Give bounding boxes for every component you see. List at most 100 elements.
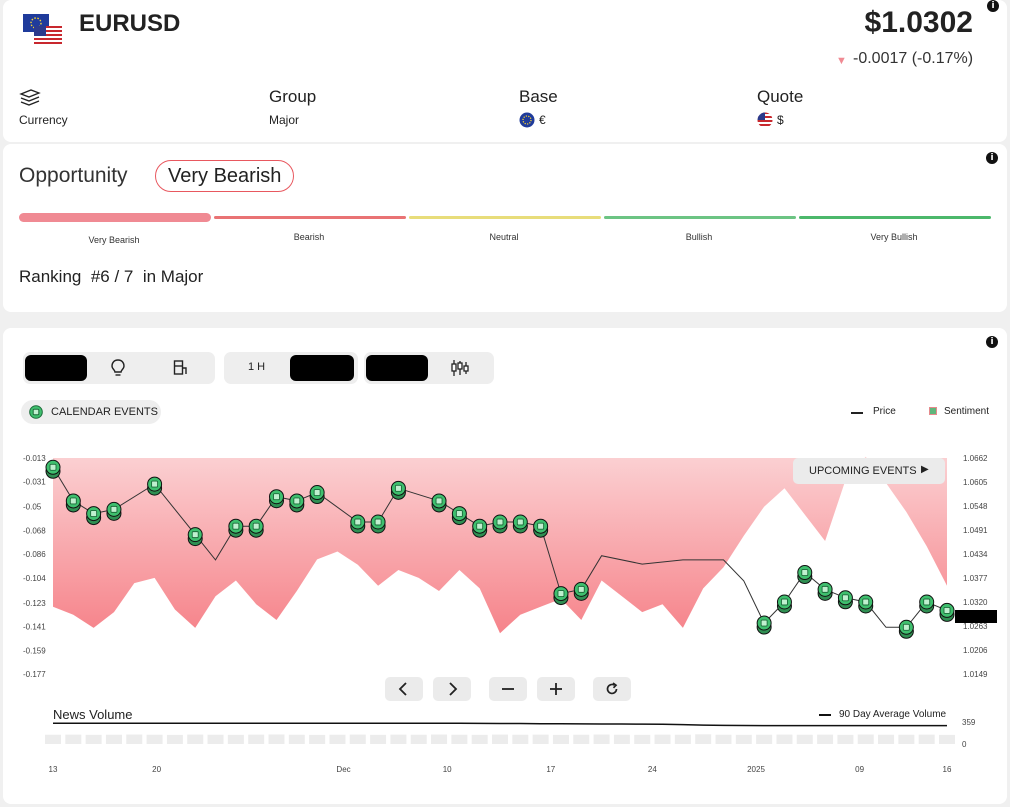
left-axis-tick: -0.123 [23,599,46,608]
scale-bar-0 [19,213,211,222]
hidden-timeframe-button[interactable] [290,355,354,381]
calendar-event-marker[interactable] [309,485,325,505]
group-title: Group [269,87,317,106]
pan-left-button[interactable] [385,677,423,701]
x-axis-tick: 2025 [747,765,765,774]
calendar-events-toggle[interactable]: CALENDAR EVENTS [21,400,161,424]
news-volume-bar [857,734,874,744]
news-volume-bar [268,734,285,744]
hidden-chart-button[interactable] [366,355,428,381]
chevron-right-icon [449,682,458,696]
calendar-event-marker[interactable] [939,602,955,622]
calendar-event-marker[interactable] [573,581,589,601]
left-axis-tick: -0.05 [23,503,42,512]
calendar-event-marker[interactable] [289,493,305,513]
group-value: Major [269,113,300,127]
news-volume-bar [654,734,671,744]
calendar-event-marker[interactable] [451,506,467,526]
calendar-event-marker[interactable] [756,615,772,635]
pan-right-button[interactable] [433,677,471,701]
news-volume-bar [370,734,387,744]
ranking-value: #6 / 7 [90,267,134,286]
info-icon[interactable]: i [986,336,998,348]
calendar-event-marker[interactable] [512,514,528,534]
instrument-card: i EURUSD $1.0302 ▼ -0.0017 (-0.17%) Curr… [3,0,1007,142]
calendar-event-marker[interactable] [492,514,508,534]
news-volume-bar [471,734,488,744]
left-axis-tick: -0.068 [23,526,46,535]
timeframe-button[interactable]: 1 H [248,361,266,373]
chevron-left-icon [398,682,407,696]
view-toolbar [23,352,215,384]
legend-sentiment-swatch [929,407,937,415]
right-axis-tick: 1.0548 [963,502,988,511]
calendar-event-marker[interactable] [858,594,874,614]
x-axis-tick: 10 [443,765,452,774]
calendar-event-marker[interactable] [106,501,122,521]
x-axis-tick: 20 [152,765,161,774]
calendar-event-marker[interactable] [431,493,447,513]
calendar-event-marker[interactable] [65,493,81,513]
news-volume-bar [187,734,204,744]
calendar-event-marker[interactable] [350,514,366,534]
news-volume-bar [674,734,691,744]
x-axis-tick: 13 [49,765,58,774]
calendar-events-label: CALENDAR EVENTS [51,406,158,418]
ranking-text: Ranking #6 / 7 in Major [19,267,203,287]
calendar-event-marker[interactable] [269,489,284,509]
ranking-suffix: in Major [142,267,204,286]
calendar-event-marker[interactable] [919,594,935,614]
quote-value: $ [777,113,784,127]
hidden-view-button[interactable] [25,355,87,381]
calendar-event-marker[interactable] [533,518,549,538]
x-axis-tick: 17 [546,765,555,774]
news-volume-bar [65,734,82,744]
info-icon[interactable]: i [986,152,998,164]
opportunity-card: i Opportunity Very Bearish Very Bearish B… [3,144,1007,312]
calendar-event-marker[interactable] [776,594,792,614]
calendar-event-marker[interactable] [553,586,569,606]
calendar-event-marker[interactable] [248,518,264,538]
left-axis-tick: -0.141 [23,623,46,632]
calendar-event-marker[interactable] [45,459,61,479]
calendar-event-marker[interactable] [86,506,102,526]
refresh-icon [606,682,618,695]
upcoming-events-button[interactable]: UPCOMING EVENTS ▶ [793,458,945,484]
news-volume-chart: 359 0 13 20 Dec 10 17 24 2025 09 16 [45,718,976,774]
fuel-icon[interactable] [173,359,189,377]
news-volume-bar [695,734,712,744]
calendar-event-marker[interactable] [817,581,833,601]
news-volume-bar [878,734,895,744]
news-volume-bar [45,734,61,744]
news-legend-swatch [819,714,831,716]
lightbulb-icon[interactable] [111,359,125,377]
right-axis-tick: 1.0491 [963,526,988,535]
calendar-event-marker[interactable] [370,514,386,534]
reset-zoom-button[interactable] [593,677,631,701]
calendar-event-marker[interactable] [187,527,203,547]
zoom-in-button[interactable] [537,677,575,701]
calendar-event-marker[interactable] [390,480,406,500]
news-volume-bar [349,734,366,744]
news-volume-bar [288,734,305,744]
calendar-event-marker[interactable] [147,476,163,496]
left-axis-tick: -0.159 [23,646,46,655]
type-label: Currency [19,113,68,127]
calendar-event-marker[interactable] [228,518,244,538]
calendar-event-icon [29,405,43,419]
calendar-event-marker[interactable] [472,518,488,538]
news-volume-bar [126,734,143,744]
candlestick-icon[interactable] [450,358,470,378]
news-volume-bar [146,734,163,744]
news-volume-bar [552,734,569,744]
news-volume-bar [227,734,244,744]
calendar-event-marker[interactable] [797,565,813,585]
chart-type-toolbar [364,352,494,384]
right-axis-tick: 1.0149 [963,670,988,679]
us-flag-icon [757,112,773,128]
calendar-event-marker[interactable] [898,619,914,639]
calendar-event-marker[interactable] [837,590,853,610]
info-icon[interactable]: i [987,0,999,12]
scale-bar-1 [214,216,406,219]
zoom-out-button[interactable] [489,677,527,701]
